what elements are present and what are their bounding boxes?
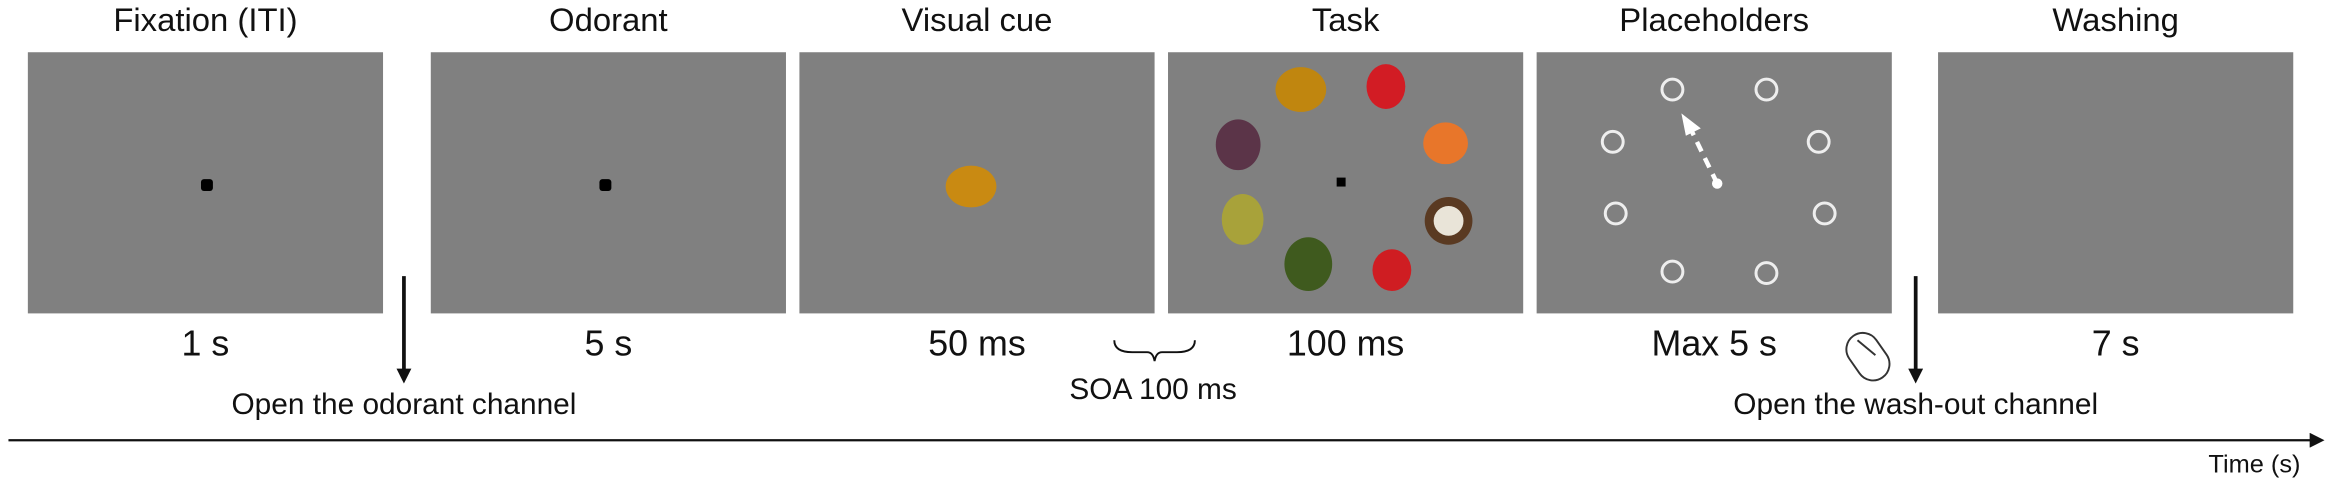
panels: Fixation (ITI) 1 s Odorant 5 s Visual cue 50 … (27, 1, 2294, 364)
panel-title: Odorant (549, 1, 668, 38)
cue-fruit (945, 165, 997, 208)
panel-duration: 7 s (2092, 324, 2140, 364)
panel-duration: Max 5 s (1652, 324, 1777, 364)
mouse-icon (1845, 331, 1891, 382)
direction-arrow (1681, 113, 1723, 189)
panel-title: Fixation (ITI) (113, 1, 297, 38)
panel-title: Visual cue (902, 1, 1053, 38)
fixation-dot (200, 179, 213, 192)
placeholders (1600, 77, 1837, 286)
panel-duration: 1 s (182, 324, 230, 364)
time-axis-label: Time (s) (2208, 450, 2300, 478)
soa-brace (1113, 340, 1196, 362)
washout-note: Open the wash-out channel (1733, 388, 2098, 421)
panel-title: Washing (2052, 1, 2179, 38)
panel-duration: 100 ms (1287, 324, 1404, 364)
task-fruits (1215, 64, 1473, 292)
screen-panel (1938, 52, 2294, 314)
odorant-note: Open the odorant channel (231, 388, 576, 421)
soa-note: SOA 100 ms (1069, 373, 1236, 406)
panel-duration: 5 s (584, 324, 632, 364)
fixation-dot (599, 179, 612, 192)
panel-title: Task (1312, 1, 1380, 38)
panel-title: Placeholders (1619, 1, 1809, 38)
panel-duration: 50 ms (928, 324, 1025, 364)
